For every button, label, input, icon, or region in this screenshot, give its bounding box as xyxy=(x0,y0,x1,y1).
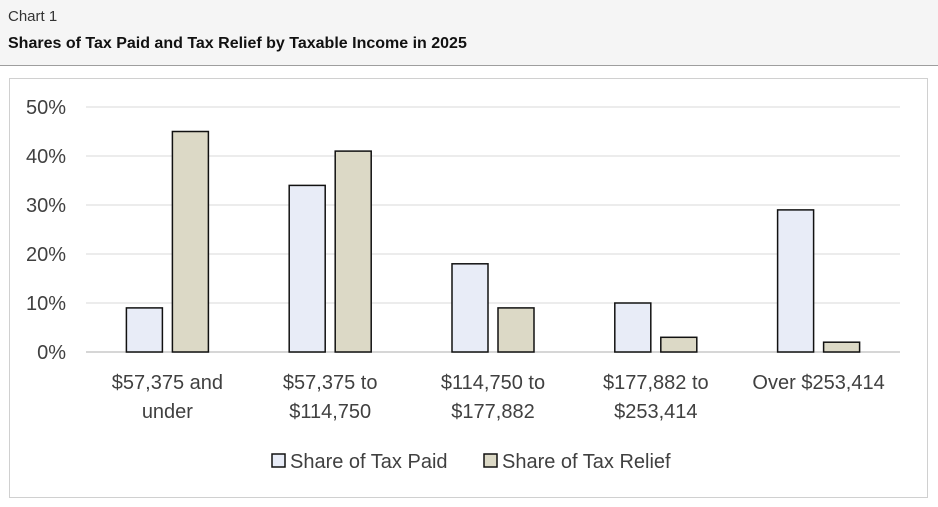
x-category-label: $177,882 xyxy=(451,401,534,423)
bar-tax-relief xyxy=(497,307,535,353)
chart-label: Chart 1 xyxy=(8,8,58,25)
x-category-label: $114,750 xyxy=(289,401,371,423)
gridlines xyxy=(86,106,900,353)
chart-header: Chart 1 Shares of Tax Paid and Tax Relie… xyxy=(0,0,938,66)
y-tick-label: 50% xyxy=(26,97,66,119)
legend-label: Share of Tax Relief xyxy=(502,451,671,473)
legend-swatch xyxy=(483,453,498,468)
y-tick-label: 30% xyxy=(26,195,66,217)
bar-tax-paid xyxy=(451,263,489,353)
y-tick-label: 0% xyxy=(37,342,66,364)
bar-tax-relief xyxy=(822,341,861,353)
x-category-label: $57,375 and xyxy=(112,372,223,394)
x-category-label: under xyxy=(142,401,193,423)
legend: Share of Tax Paid Share of Tax Relief xyxy=(271,451,671,473)
bar-tax-paid xyxy=(614,302,652,353)
chart-title: Shares of Tax Paid and Tax Relief by Tax… xyxy=(8,35,467,52)
x-category-label: $57,375 to xyxy=(283,372,378,394)
x-axis-categories: $57,375 and under $57,375 to $114,750 $114,7… xyxy=(112,372,885,423)
bar-tax-paid xyxy=(776,209,815,353)
x-category-label: $177,882 to xyxy=(603,372,709,394)
bars xyxy=(125,130,861,353)
x-category-label: $114,750 to xyxy=(441,372,545,394)
bar-tax-paid xyxy=(288,184,326,353)
y-tick-label: 40% xyxy=(26,146,66,168)
x-category-label: $253,414 xyxy=(614,401,697,423)
bar-tax-relief xyxy=(171,130,210,353)
bar-tax-relief xyxy=(334,150,372,353)
legend-label: Share of Tax Paid xyxy=(290,451,448,473)
legend-swatch xyxy=(271,453,286,468)
x-category-label: Over $253,414 xyxy=(752,372,884,394)
bar-tax-paid xyxy=(125,307,164,353)
y-tick-label: 20% xyxy=(26,244,66,266)
y-axis-ticks: 0% 10% 20% 30% 40% 50% xyxy=(26,97,66,364)
y-tick-label: 10% xyxy=(26,293,66,315)
bar-tax-relief xyxy=(660,336,698,353)
